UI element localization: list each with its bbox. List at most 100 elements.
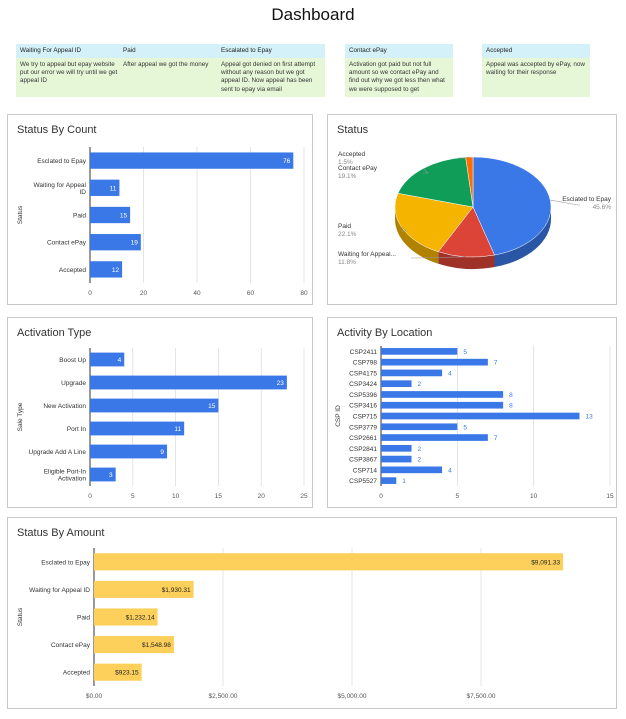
chart-title: Status [337,124,369,136]
data-label: 4 [448,370,452,377]
data-label: 23 [277,380,285,387]
bar [90,261,123,278]
category-label: Eligible Port-In Activation [44,469,87,483]
activation-type-chart: 0 5 10 15 20 25 Sale Type Boost Up 4 Upgrade 23 New… [17,348,308,500]
category-label: CSP798 [353,360,378,367]
pie-slice-side [395,207,439,264]
bar [90,352,125,367]
activation-type-panel: Activation Type 0 5 10 15 20 25 Sale Type Boost… [7,317,313,508]
x-tick-label: 0 [88,290,92,297]
x-tick-label: 5 [456,493,460,500]
data-label: $923.15 [115,670,139,677]
x-tick-label: 80 [300,290,308,297]
x-tick-label: $5,000.00 [338,693,367,700]
bar [90,206,131,224]
x-tick-label: 60 [247,290,255,297]
bar [381,348,458,355]
bar [94,636,174,654]
bar [381,412,580,420]
status-by-count-panel: Status By Count 0 20 40 60 80 Status Esclated … [7,114,313,305]
bar [381,358,488,366]
category-label: Esclated to Epay [37,158,87,165]
pie-slice-side [438,251,495,269]
status-by-count-chart: 0 20 40 60 80 Status Esclated to Epay 76 Waiting… [17,147,308,297]
legend-card-header: Waiting For Appeal ID [16,44,124,58]
bar [94,663,142,681]
legend-card-header: Paid [119,44,227,58]
leader-line [422,168,429,174]
legend-card-body: Appeal was accepted by ePay, now waiting… [482,58,590,97]
category-label: CSP5527 [349,478,377,485]
bar [381,477,397,484]
bar [90,398,219,413]
x-tick-label: 20 [140,290,148,297]
bar [381,455,412,463]
x-tick-label: 15 [215,493,223,500]
data-label: 2 [418,457,422,464]
bar [381,391,504,398]
slice-percent: 11.8% [338,259,356,266]
bar [90,375,287,390]
data-label: 15 [120,213,128,220]
data-label: 4 [118,357,122,364]
category-label: CSP714 [353,467,378,474]
bar [381,423,458,431]
data-label: 76 [283,158,291,165]
data-label: 3 [109,472,113,479]
x-tick-label: 25 [300,493,308,500]
bar [381,434,488,441]
chart-title: Activity By Location [337,327,433,339]
bar [94,608,158,626]
bar [94,580,194,598]
leader-line [458,156,470,159]
category-label: CSP2411 [350,349,378,356]
category-label: CSP5396 [349,392,377,399]
category-label: CSP2661 [349,435,377,442]
data-label: 7 [494,435,498,442]
bar [90,234,141,251]
y-axis-title: Status [17,205,24,224]
category-label: CSP715 [353,414,378,421]
page-title: Dashboard [271,5,355,24]
data-label: 5 [463,424,467,431]
y-axis-title: Sale Type [17,402,24,431]
bar [381,444,412,452]
slice-label: Paid [338,223,351,230]
legend-card-header: Escalated to Epay [217,44,325,58]
category-label: CSP2841 [349,446,377,453]
category-label: Port In [67,426,87,433]
pie-slice [472,156,552,256]
legend-card: Paid After appeal we got the money [119,44,227,97]
status-pie-panel: Status Esclated to Epay 45.6% Waiting for … [327,114,617,305]
chart-title: Status By Count [17,124,97,136]
pie-slice-side [494,207,551,268]
bar [90,444,168,459]
x-tick-label: $7,500.00 [467,693,496,700]
chart-title: Status By Amount [17,527,105,539]
legend-card: Escalated to Epay Appeal got denied on fi… [217,44,325,97]
leader-line [550,199,580,206]
data-label: $1,930.31 [162,587,191,594]
slice-percent: 22.1% [338,231,357,238]
data-label: 2 [418,381,422,388]
legend-card-body: Activation got paid but not full amount … [345,58,453,97]
data-label: 8 [509,403,513,410]
category-label: Contact ePay [47,240,87,247]
bar [94,553,564,571]
bar [90,467,116,482]
category-label: CSP4175 [349,370,377,377]
legend-card-header: Accepted [482,44,590,58]
data-label: 1 [402,478,406,485]
slice-label: Contact ePay [338,165,378,172]
status-by-amount-panel: Status By Amount $0.00 $2,500.00 $5,000.00… [7,517,617,709]
x-tick-label: 10 [172,493,180,500]
x-tick-label: 10 [530,493,538,500]
category-label: CSP3424 [349,381,377,388]
data-label: 15 [208,403,216,410]
slice-label: Waiting for Appeal... [338,251,396,258]
bar [90,152,294,169]
data-label: 7 [494,360,498,367]
leader-line [411,256,466,259]
